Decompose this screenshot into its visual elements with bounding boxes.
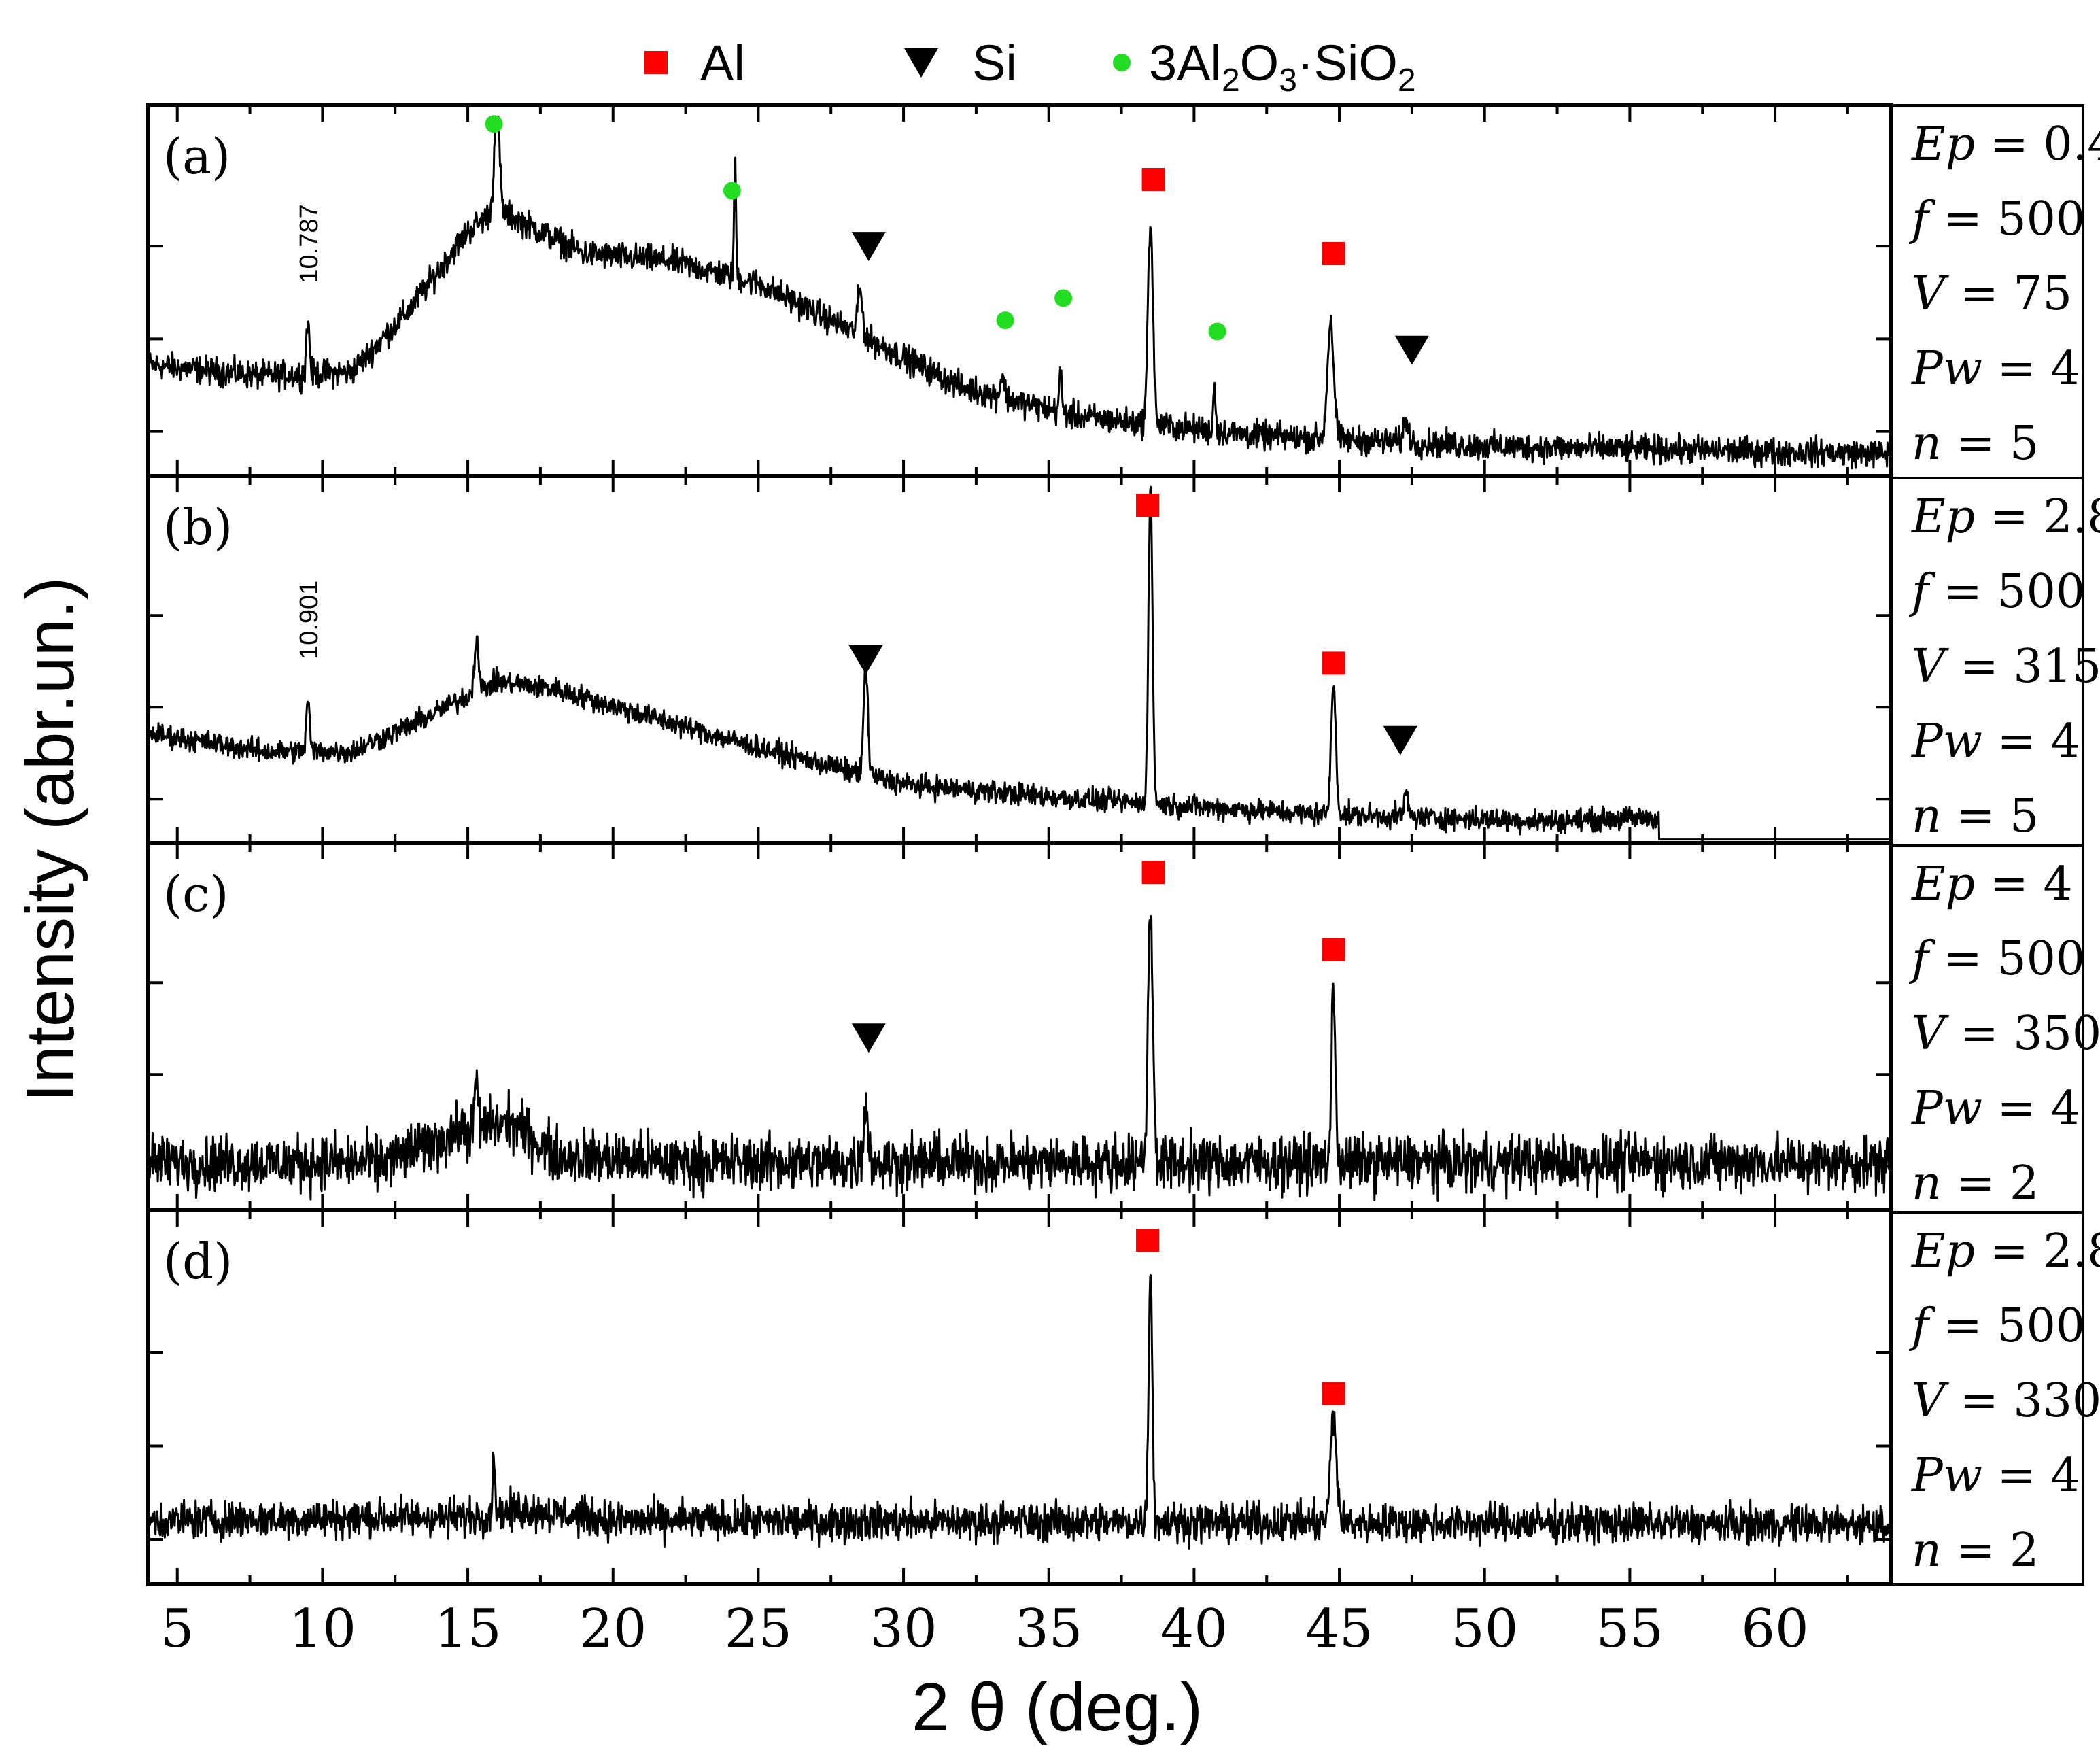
panel-label: (c) — [163, 866, 229, 923]
phase-marker-square — [1136, 1229, 1160, 1252]
param-pw: Pw = 4 — [1910, 1449, 2080, 1503]
x-tick-label: 10 — [289, 1598, 356, 1660]
legend-label: 3Al2O3·SiO2 — [1149, 35, 1416, 99]
param-pw: Pw = 4 — [1910, 715, 2080, 768]
phase-marker-circle — [996, 311, 1014, 330]
param-f: f = 500 — [1908, 1299, 2085, 1353]
panel-frame — [146, 103, 1893, 478]
peak-annotation: 10.901 — [295, 581, 324, 660]
x-tick-label: 45 — [1305, 1598, 1373, 1660]
phase-marker-square — [1322, 651, 1345, 675]
legend-marker-circle — [1113, 54, 1131, 71]
param-f: f = 500 — [1908, 565, 2085, 619]
param-ep: Ep = 2.8 — [1910, 490, 2100, 544]
param-n: n = 5 — [1912, 789, 2039, 843]
phase-marker-circle — [1208, 322, 1226, 341]
param-box: Ep = 2.8 f = 500 V = 330 Pw = 4 n = 2 — [1890, 1211, 2100, 1586]
x-tick-label: 35 — [1015, 1598, 1082, 1660]
phase-marker-triangle-down — [848, 645, 883, 674]
param-v: V = 330 — [1912, 1374, 2100, 1428]
param-box-frame — [1890, 477, 2084, 847]
panel-1: 10.787 (a) — [146, 103, 1893, 478]
x-tick-label: 50 — [1451, 1598, 1518, 1660]
param-box-frame — [1890, 1211, 2084, 1586]
legend-marker-triangle-down — [904, 48, 938, 78]
legend: Al Si 3Al2O3·SiO2 — [644, 35, 1416, 99]
phase-marker-circle — [485, 115, 503, 133]
param-n: n = 5 — [1912, 417, 2039, 471]
param-ep: Ep = 2.8 — [1910, 1225, 2100, 1278]
x-axis: 5 10 15 20 25 30 35 40 45 50 55 60 — [160, 1598, 1809, 1660]
x-tick-label: 5 — [160, 1598, 194, 1660]
phase-marker-square — [1136, 494, 1160, 517]
param-ep: Ep = 4 — [1910, 857, 2073, 911]
legend-marker-square — [644, 51, 668, 74]
phase-marker-triangle-down — [1394, 335, 1429, 365]
phase-marker-square — [1322, 1382, 1345, 1405]
param-v: V = 350 — [1912, 1007, 2100, 1061]
param-v: V = 75 — [1912, 267, 2072, 321]
peak-annotation: 10.787 — [295, 204, 324, 283]
x-tick-label: 20 — [579, 1598, 647, 1660]
xrd-series-line — [148, 485, 1890, 841]
x-tick-label: 25 — [725, 1598, 792, 1660]
phase-marker-triangle-down — [1383, 725, 1417, 755]
param-ep: Ep = 0.4 — [1910, 118, 2100, 171]
param-n: n = 2 — [1912, 1157, 2039, 1210]
phase-marker-circle — [1054, 289, 1073, 307]
param-box: Ep = 0.4 f = 500 V = 75 Pw = 4 n = 5 — [1890, 104, 2100, 479]
phase-marker-square — [1141, 168, 1165, 191]
x-axis-label: 2 θ (deg.) — [912, 1669, 1203, 1745]
legend-label: Si — [972, 35, 1017, 91]
xrd-series-line — [148, 914, 1891, 1202]
param-n: n = 2 — [1912, 1524, 2039, 1577]
phase-marker-triangle-down — [851, 1023, 886, 1053]
y-axis-label: Intensity (abr.un.) — [12, 577, 88, 1103]
x-tick-label: 55 — [1596, 1598, 1664, 1660]
panel-label: (d) — [163, 1233, 233, 1290]
phase-marker-square — [1141, 861, 1165, 885]
phase-marker-triangle-down — [851, 232, 886, 262]
x-tick-label: 15 — [434, 1598, 501, 1660]
param-pw: Pw = 4 — [1910, 342, 2080, 396]
x-tick-label: 60 — [1741, 1598, 1808, 1660]
panel-label: (a) — [163, 128, 230, 185]
param-pw: Pw = 4 — [1910, 1082, 2080, 1135]
panel-3: (c) — [146, 841, 1893, 1212]
panel-label: (b) — [163, 498, 233, 555]
phase-marker-square — [1322, 242, 1345, 265]
param-box: Ep = 4 f = 500 V = 350 Pw = 4 n = 2 — [1890, 844, 2100, 1214]
panels: 10.787 (a) Ep = 0.4 f = 500 V = 75 Pw = 4 n = … — [146, 103, 2100, 1586]
x-tick-label: 40 — [1160, 1598, 1228, 1660]
param-f: f = 500 — [1908, 932, 2085, 986]
param-v: V = 315 — [1912, 640, 2100, 694]
xrd-series-line — [148, 115, 1891, 470]
legend-label: Al — [700, 35, 745, 91]
param-f: f = 500 — [1908, 192, 2085, 246]
xrd-series-line — [148, 1274, 1891, 1550]
phase-marker-square — [1322, 938, 1345, 961]
panel-4: (d) — [146, 1208, 1893, 1586]
phase-marker-circle — [723, 182, 741, 200]
x-tick-label: 30 — [870, 1598, 937, 1660]
param-box-frame — [1890, 104, 2084, 479]
panel-2: 10.901 (b) — [146, 474, 1893, 845]
param-box: Ep = 2.8 f = 500 V = 315 Pw = 4 n = 5 — [1890, 477, 2100, 847]
